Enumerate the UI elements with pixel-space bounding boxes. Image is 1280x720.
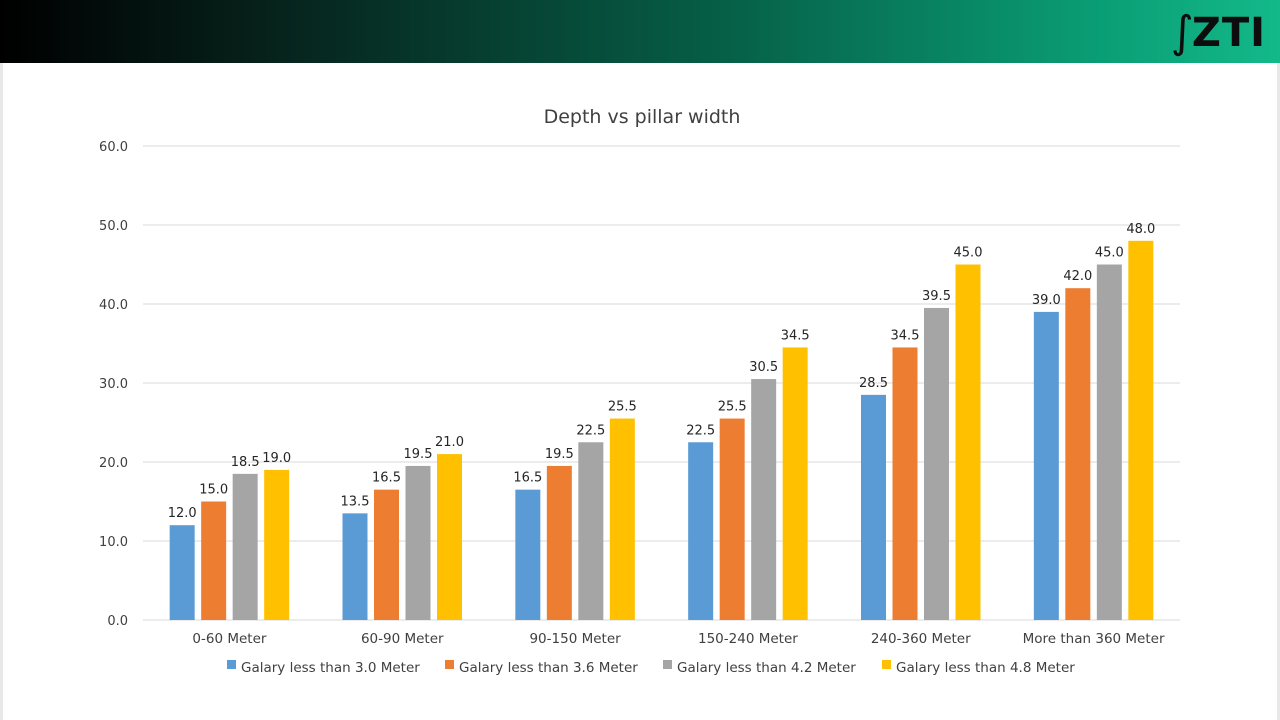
- data-label: 16.5: [372, 471, 401, 486]
- data-label: 28.5: [859, 376, 888, 391]
- bar: [688, 442, 714, 620]
- data-label: 45.0: [954, 246, 983, 261]
- legend-item: Galary less than 4.2 Meter: [663, 660, 856, 676]
- legend-item: Galary less than 3.6 Meter: [445, 660, 638, 676]
- bar: [1033, 311, 1059, 620]
- category-label: 0-60 Meter: [192, 631, 266, 647]
- bar: [1128, 240, 1154, 621]
- legend-item: Galary less than 4.8 Meter: [882, 660, 1075, 676]
- legend-swatch: [227, 660, 236, 669]
- bar: [892, 347, 918, 620]
- bar: [264, 469, 290, 620]
- y-tick-label: 0.0: [107, 614, 128, 629]
- bar: [861, 394, 886, 620]
- y-tick-label: 60.0: [99, 140, 128, 155]
- legend-item: Galary less than 3.0 Meter: [227, 660, 420, 676]
- category-label: 150-240 Meter: [698, 631, 798, 647]
- bar-chart: Depth vs pillar width 0.0 10.0 20.0 30.0 40.…: [99, 106, 1180, 676]
- y-axis-ticks: 0.0 10.0 20.0 30.0 40.0 50.0 60.0: [99, 140, 128, 629]
- category-label: 60-90 Meter: [361, 631, 444, 647]
- integral-icon: ∫: [1170, 7, 1194, 58]
- bar: [955, 264, 981, 620]
- data-label: 34.5: [891, 328, 920, 343]
- data-label: 13.5: [341, 494, 370, 509]
- bar: [342, 513, 368, 620]
- legend-label: Galary less than 3.6 Meter: [459, 660, 638, 676]
- data-label: 22.5: [576, 423, 605, 438]
- header-band: [0, 0, 1280, 63]
- bar: [232, 473, 258, 620]
- data-label: 15.0: [199, 483, 228, 498]
- legend-label: Galary less than 4.2 Meter: [677, 660, 856, 676]
- bars: [169, 240, 1154, 621]
- bar: [719, 418, 745, 620]
- logo-text: ZTI: [1191, 10, 1266, 56]
- bar: [924, 307, 949, 620]
- data-label: 18.5: [231, 455, 260, 470]
- y-tick-label: 40.0: [99, 298, 128, 313]
- bar: [374, 489, 399, 620]
- y-tick-label: 30.0: [99, 377, 128, 392]
- data-label: 25.5: [608, 400, 637, 415]
- bar: [169, 525, 195, 620]
- y-tick-label: 50.0: [99, 219, 128, 234]
- bar: [609, 418, 635, 620]
- bar: [751, 379, 777, 620]
- bar: [437, 454, 462, 620]
- data-label: 48.0: [1126, 222, 1155, 237]
- y-tick-label: 20.0: [99, 456, 128, 471]
- category-label: More than 360 Meter: [1023, 631, 1165, 647]
- data-label: 42.0: [1063, 269, 1092, 284]
- data-label: 19.0: [262, 451, 291, 466]
- data-label: 12.0: [168, 506, 197, 521]
- legend: Galary less than 3.0 Meter Galary less th…: [227, 660, 1075, 676]
- data-label: 19.5: [404, 447, 433, 462]
- data-labels: 12.015.018.5 19.013.516.519.521.016.519.5…: [168, 222, 1156, 521]
- bar: [578, 442, 604, 620]
- legend-swatch: [445, 660, 454, 669]
- legend-label: Galary less than 3.0 Meter: [241, 660, 420, 676]
- bar: [201, 501, 227, 620]
- data-label: 30.5: [749, 360, 778, 375]
- data-label: 25.5: [718, 400, 747, 415]
- bar: [1096, 264, 1122, 620]
- data-label: 39.5: [922, 289, 951, 304]
- zti-logo: ∫ ZTI: [1171, 8, 1266, 58]
- data-label: 39.0: [1032, 293, 1061, 308]
- bar: [1065, 288, 1091, 620]
- data-label: 21.0: [435, 435, 464, 450]
- legend-label: Galary less than 4.8 Meter: [896, 660, 1075, 676]
- data-label: 19.5: [545, 447, 574, 462]
- data-label: 16.5: [513, 471, 542, 486]
- y-tick-label: 10.0: [99, 535, 128, 550]
- frame-left: [0, 63, 3, 720]
- bar: [782, 347, 808, 620]
- chart-title: Depth vs pillar width: [544, 106, 741, 128]
- frame-right: [1277, 63, 1280, 720]
- category-label: 240-360 Meter: [871, 631, 971, 647]
- legend-swatch: [663, 660, 672, 669]
- bar: [515, 489, 541, 620]
- data-label: 45.0: [1095, 246, 1124, 261]
- gridlines: [143, 145, 1180, 621]
- data-label: 22.5: [686, 423, 715, 438]
- x-axis-categories: 0-60 Meter 60-90 Meter 90-150 Meter 150-240…: [192, 631, 1165, 647]
- bar: [546, 465, 572, 620]
- legend-swatch: [882, 660, 891, 669]
- category-label: 90-150 Meter: [529, 631, 621, 647]
- data-label: 34.5: [781, 328, 810, 343]
- bar: [405, 465, 431, 620]
